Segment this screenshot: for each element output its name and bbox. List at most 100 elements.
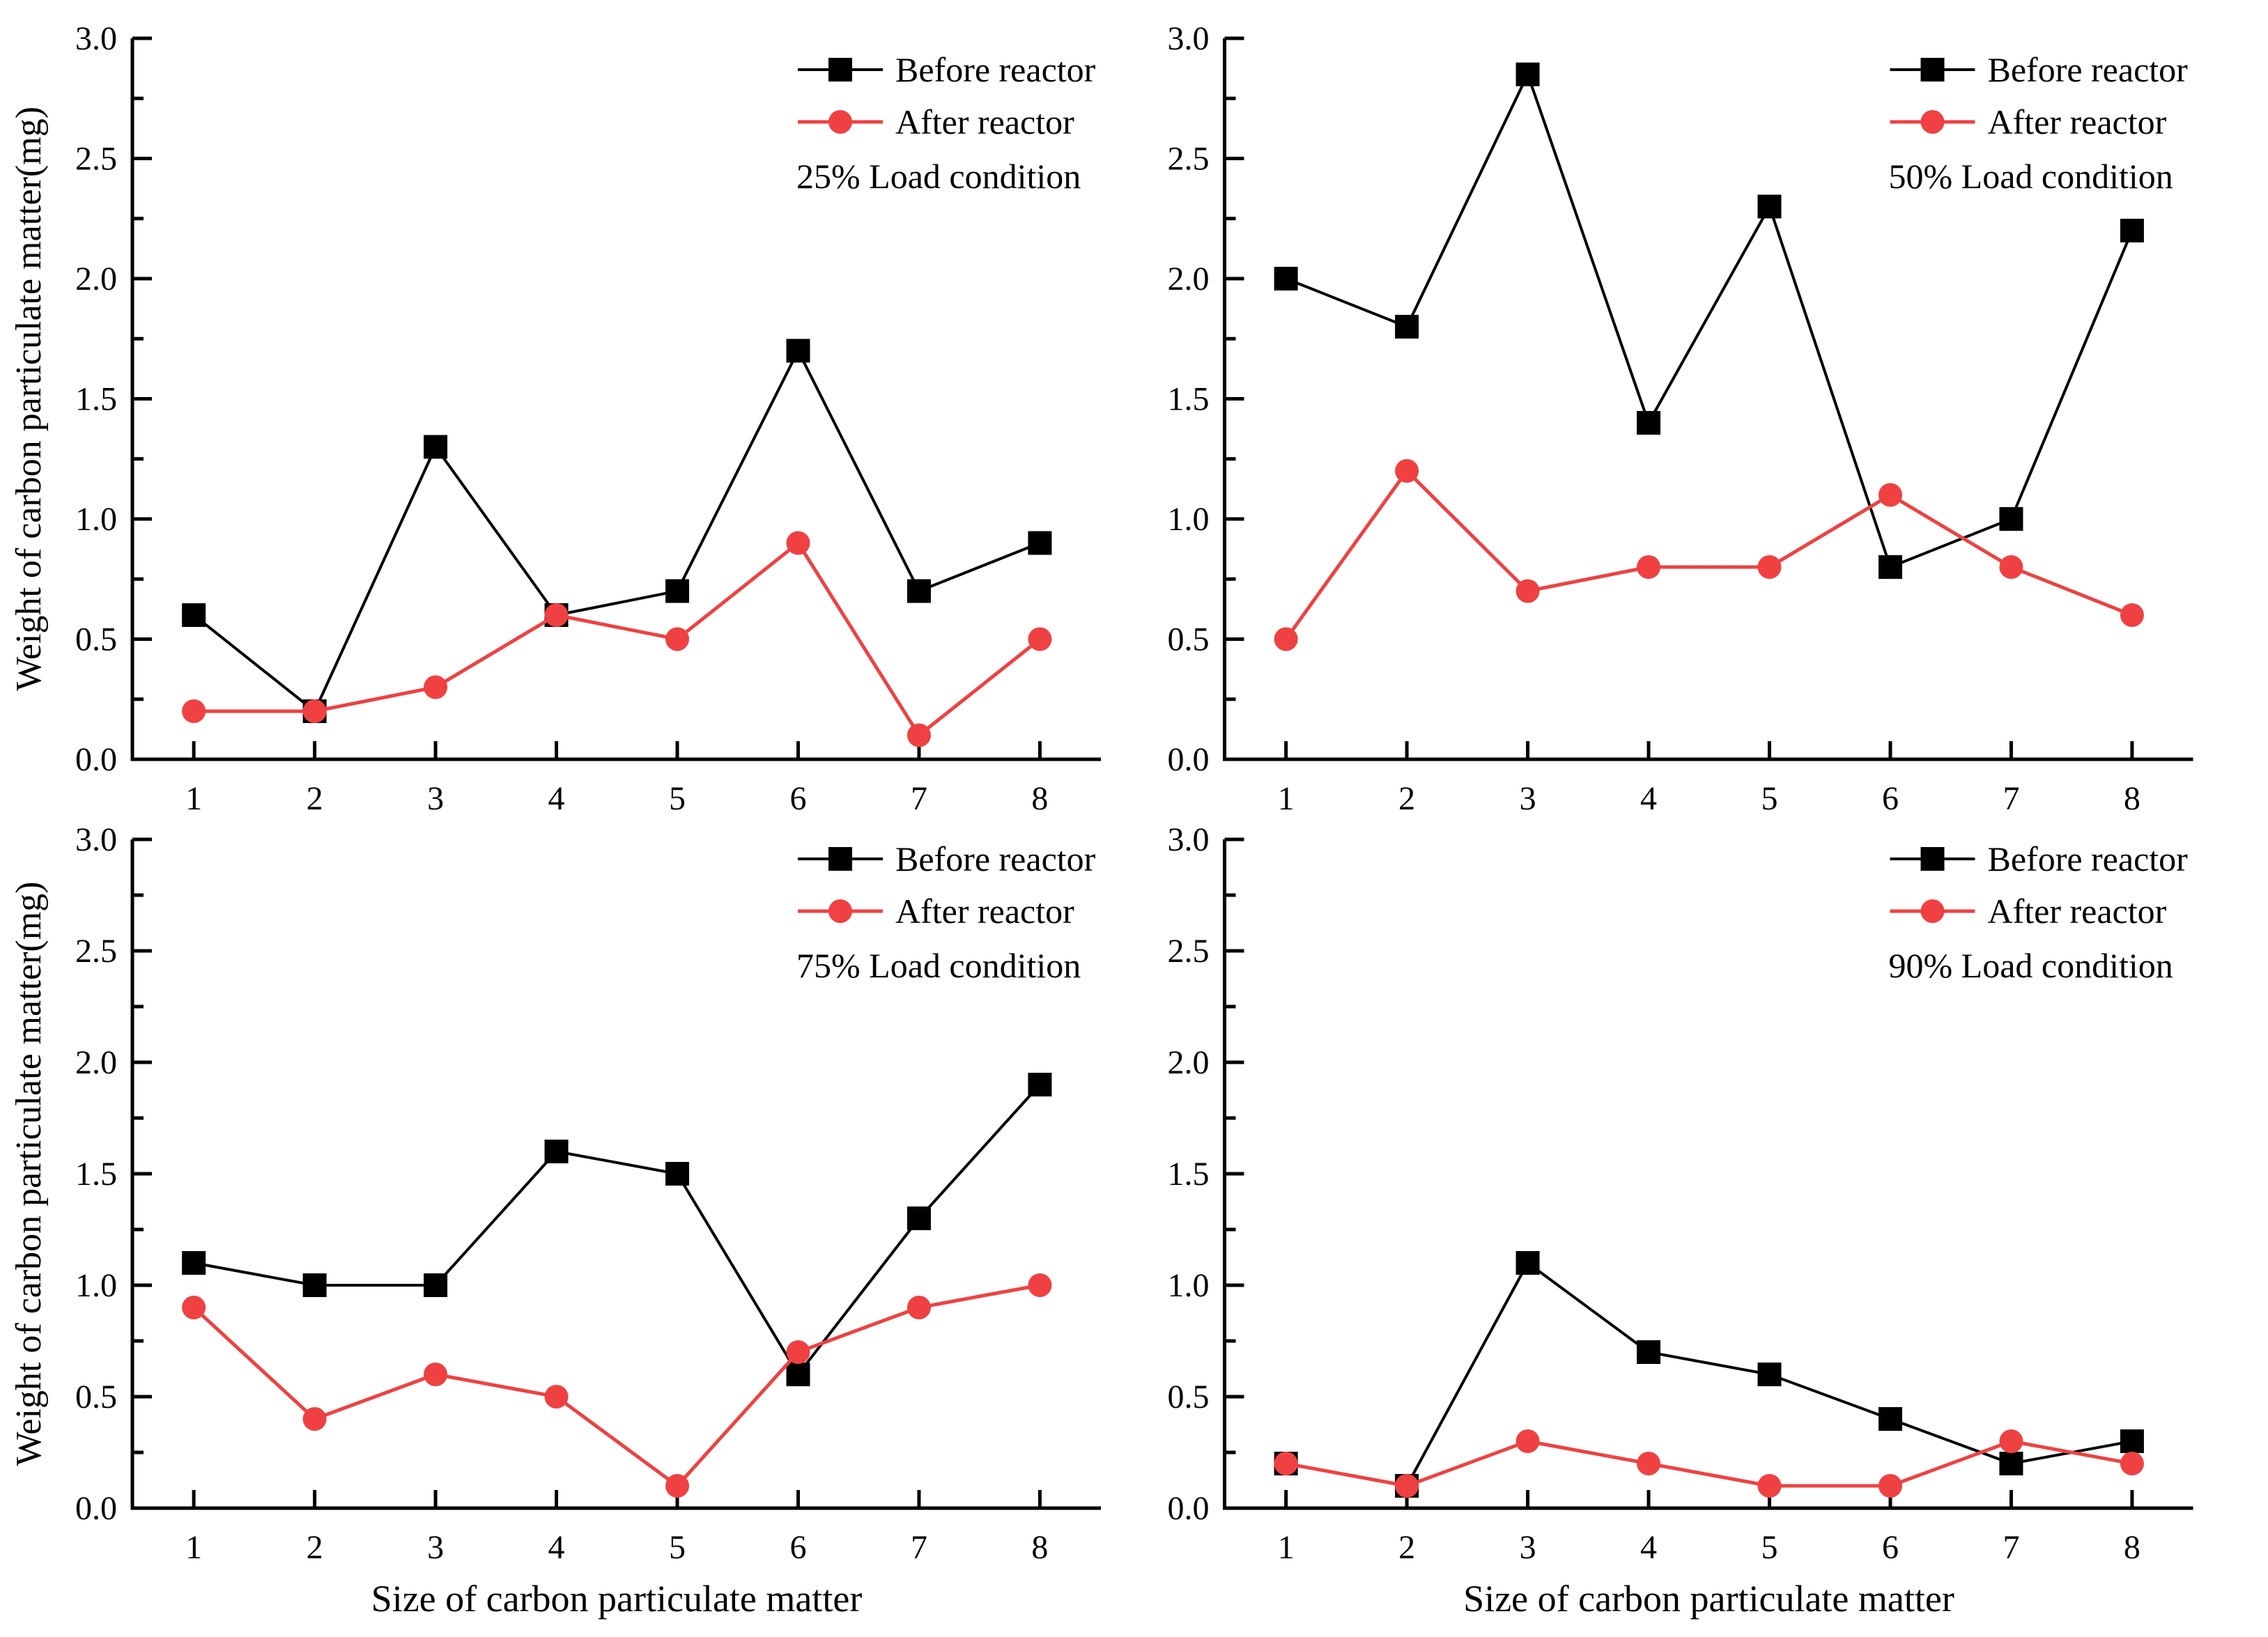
before-series-marker (907, 579, 931, 603)
after-series-marker (1637, 555, 1661, 579)
before-series-marker (182, 1251, 206, 1275)
legend-after-label: After reactor (895, 102, 1074, 141)
before-series-line (1285, 70, 2134, 569)
y-tick-label: 1.0 (1168, 1267, 1210, 1304)
x-tick-label: 2 (1398, 780, 1415, 817)
before-series-marker (1878, 1407, 1902, 1431)
x-tick-label: 3 (427, 1529, 444, 1566)
y-tick-label: 2.0 (1168, 261, 1210, 297)
after-series-marker (302, 1407, 327, 1431)
before-series-marker (1999, 507, 2023, 531)
x-tick-label: 6 (789, 1529, 806, 1566)
before-series-marker (665, 579, 690, 603)
before-series-marker (2120, 1429, 2144, 1453)
x-tick-label: 3 (1520, 780, 1536, 817)
y-axis-title: Weight of carbon particulate matter(mg) (9, 881, 49, 1466)
y-tick-label: 2.5 (75, 933, 117, 970)
legend-after-label: After reactor (895, 892, 1074, 931)
y-tick-label: 0.5 (1168, 621, 1210, 658)
legend-before-label: Before reactor (1988, 50, 2189, 89)
before-series-marker (786, 339, 810, 363)
y-tick-label: 0.0 (75, 1490, 117, 1527)
after-series-marker (907, 1296, 931, 1319)
load-condition-label: 25% Load condition (796, 157, 1081, 196)
after-series-marker (302, 699, 327, 723)
before-series-marker (1757, 194, 1782, 219)
before-series-marker (1878, 555, 1902, 579)
after-series-marker (424, 1363, 448, 1386)
y-tick-label: 0.5 (75, 1379, 117, 1415)
after-series-marker (1757, 1474, 1782, 1498)
after-series-line (194, 540, 1041, 738)
chart-75-load-canvas: 0.0 0.5 1.0 1.5 2.0 2.5 3.0 1 2 3 4 5 6 7 8 Weight of c… (9, 821, 1101, 1620)
y-tick-label: 0.0 (1168, 741, 1210, 778)
legend-after-marker (828, 899, 852, 923)
before-series-marker (1395, 315, 1419, 339)
after-series-line (192, 1283, 1040, 1489)
after-series-marker (1395, 459, 1419, 483)
x-tick-label: 1 (1278, 780, 1295, 817)
x-tick-label: 3 (1520, 1529, 1536, 1566)
x-tick-label: 5 (669, 780, 686, 817)
legend-after-label: After reactor (1988, 892, 2167, 931)
x-tick-label: 1 (185, 1529, 202, 1566)
before-series-marker (1274, 267, 1298, 290)
legend-before-marker (1920, 58, 1945, 82)
after-series-marker (665, 1474, 690, 1498)
legend-before-label: Before reactor (1988, 839, 2189, 878)
before-series-marker (2120, 219, 2144, 242)
y-tick-label: 2.0 (1168, 1044, 1210, 1081)
y-tick-label: 2.5 (1168, 933, 1210, 970)
after-series-marker (1028, 627, 1052, 651)
x-tick-label: 1 (1278, 1529, 1295, 1566)
load-condition-label: 90% Load condition (1889, 946, 2173, 985)
x-tick-label: 5 (1761, 780, 1778, 817)
y-tick-label: 0.5 (75, 621, 117, 658)
x-tick-label: 7 (911, 1529, 927, 1566)
after-series-marker (907, 723, 931, 747)
after-series-marker (1999, 1429, 2023, 1453)
before-series-marker (907, 1207, 931, 1230)
after-series-marker (1878, 1474, 1902, 1498)
before-series-marker (182, 603, 206, 627)
after-series-marker (1878, 483, 1902, 507)
x-tick-label: 6 (789, 780, 806, 817)
legend-before-marker (1920, 847, 1945, 871)
chart-90-load: 0.0 0.5 1.0 1.5 2.0 2.5 3.0 1 2 3 4 5 6 7 8 Size of car… (1134, 818, 2268, 1637)
before-series-marker (544, 1140, 569, 1163)
before-series-marker (302, 1273, 327, 1297)
chart-25-load-canvas: 0.0 0.5 1.0 1.5 2.0 2.5 3.0 1 2 3 4 5 6 7 8 Weight of c… (9, 20, 1101, 817)
x-tick-label: 2 (307, 1529, 323, 1566)
x-tick-label: 4 (548, 1529, 565, 1566)
y-tick-label: 1.0 (75, 501, 117, 538)
x-tick-label: 4 (1640, 1529, 1657, 1566)
x-tick-label: 8 (2124, 1529, 2140, 1566)
after-series-marker (786, 531, 810, 555)
x-tick-label: 7 (2003, 1529, 2019, 1566)
x-tick-label: 4 (548, 780, 565, 817)
legend-after-marker (828, 110, 852, 134)
y-tick-label: 3.0 (1168, 821, 1210, 858)
before-series-line (192, 348, 1041, 714)
x-tick-label: 2 (307, 780, 323, 817)
y-tick-label: 2.5 (75, 141, 117, 178)
chart-25-load: 0.0 0.5 1.0 1.5 2.0 2.5 3.0 1 2 3 4 5 6 7 8 Weight of c… (0, 0, 1134, 818)
chart-75-load: 0.0 0.5 1.0 1.5 2.0 2.5 3.0 1 2 3 4 5 6 7 8 Weight of c… (0, 818, 1134, 1637)
x-tick-label: 1 (185, 780, 202, 817)
legend-after-marker (1920, 110, 1945, 134)
after-series-marker (1515, 579, 1540, 603)
x-axis-title: Size of carbon particulate matter (1463, 1578, 1954, 1620)
x-tick-label: 5 (669, 1529, 686, 1566)
after-series-marker (1515, 1429, 1540, 1453)
y-tick-label: 1.5 (1168, 1156, 1210, 1193)
after-series-marker (1395, 1474, 1419, 1498)
after-series-marker (544, 1385, 569, 1409)
legend-after-marker (1920, 899, 1945, 923)
legend-before-marker (828, 847, 852, 871)
y-tick-label: 1.0 (75, 1267, 117, 1304)
after-series-marker (1757, 555, 1782, 579)
legend-before-label: Before reactor (895, 839, 1096, 878)
before-series-marker (424, 1273, 448, 1297)
x-tick-label: 8 (2124, 780, 2140, 817)
